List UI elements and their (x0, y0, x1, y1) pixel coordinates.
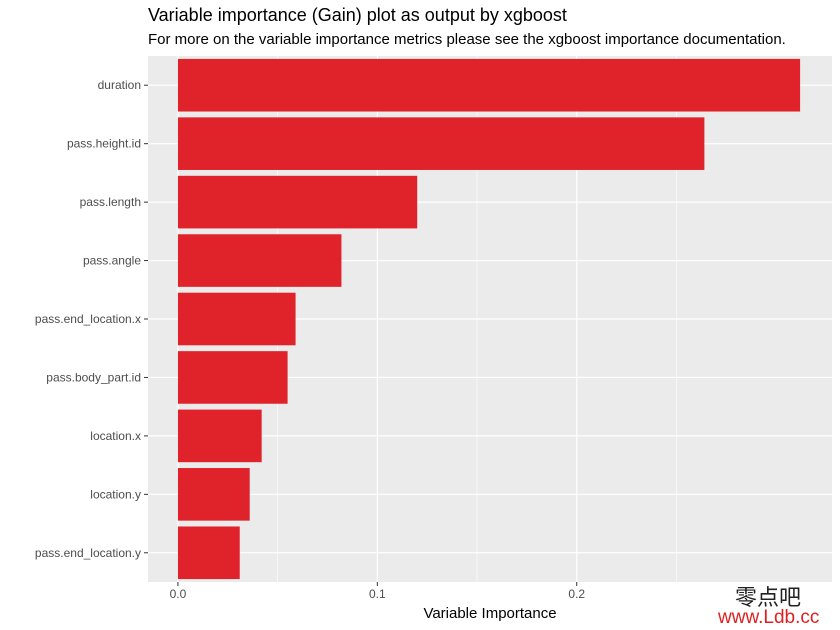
bar-pass.body_part.id (177, 351, 288, 404)
bar-pass.height.id (177, 117, 705, 170)
y-tick-label: duration (98, 78, 141, 92)
y-tick-label: pass.end_location.y (35, 546, 141, 560)
watermark-url: www.Ldb.cc (718, 607, 820, 628)
bar-location.y (177, 468, 250, 521)
chart-title: Variable importance (Gain) plot as outpu… (148, 5, 567, 25)
y-tick-label: location.y (90, 487, 141, 501)
bar-pass.end_location.x (177, 292, 296, 346)
bar-pass.angle (177, 234, 342, 287)
y-tick-label: pass.body_part.id (46, 370, 141, 384)
y-tick-label: pass.angle (83, 254, 141, 268)
x-axis-label: Variable Importance (423, 605, 556, 622)
y-tick-label: pass.height.id (67, 137, 141, 151)
x-tick-label: 0.2 (568, 587, 585, 601)
x-tick-label: 0.0 (170, 587, 187, 601)
bar-duration (177, 58, 801, 112)
chart-subtitle: For more on the variable importance metr… (148, 31, 786, 48)
y-tick-label: location.x (90, 429, 141, 443)
y-tick-label: pass.end_location.x (35, 312, 141, 326)
bar-pass.end_location.y (177, 526, 240, 580)
bar-location.x (177, 409, 262, 463)
x-tick-label: 0.1 (369, 587, 386, 601)
y-tick-label: pass.length (80, 195, 141, 209)
watermark-chinese: 零点吧 (735, 586, 802, 611)
bar-pass.length (177, 175, 418, 229)
